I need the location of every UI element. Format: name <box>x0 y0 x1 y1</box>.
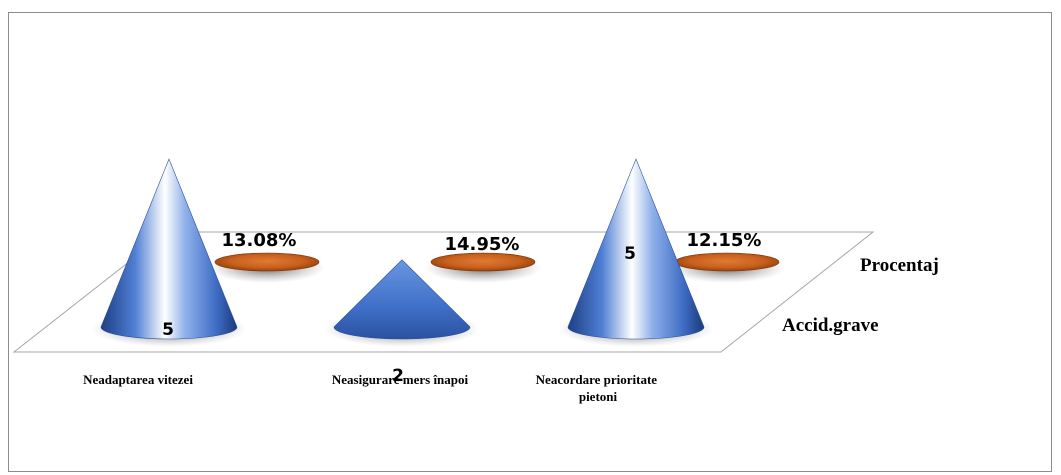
marks-layer: 5 2 5 13.08% 14.95% 12.15% <box>91 158 785 386</box>
category-label: Neadaptarea vitezei <box>83 372 193 387</box>
accid-grave-data-label: 5 <box>624 244 636 264</box>
floor-plane <box>12 231 875 353</box>
accid-grave-data-label: 2 <box>392 366 404 386</box>
procentaj-disc <box>674 252 780 272</box>
series-label-procentaj: Procentaj <box>860 255 939 276</box>
procentaj-data-label: 14.95% <box>445 234 520 255</box>
procentaj-data-label: 12.15% <box>687 230 762 251</box>
procentaj-data-label: 13.08% <box>222 230 297 251</box>
accid-grave-data-label: 5 <box>162 320 174 340</box>
accid-grave-cone <box>100 158 238 340</box>
procentaj-disc <box>430 252 536 272</box>
accid-grave-cone <box>567 158 705 340</box>
accid-grave-cone <box>333 259 471 340</box>
procentaj-disc <box>214 252 320 272</box>
chart-border <box>8 12 1052 472</box>
category-label: Neasigurare mers înapoi <box>332 372 469 387</box>
series-label-accid-grave: Accid.grave <box>782 315 879 336</box>
category-label: Neacordare prioritate pietoni <box>536 372 661 404</box>
